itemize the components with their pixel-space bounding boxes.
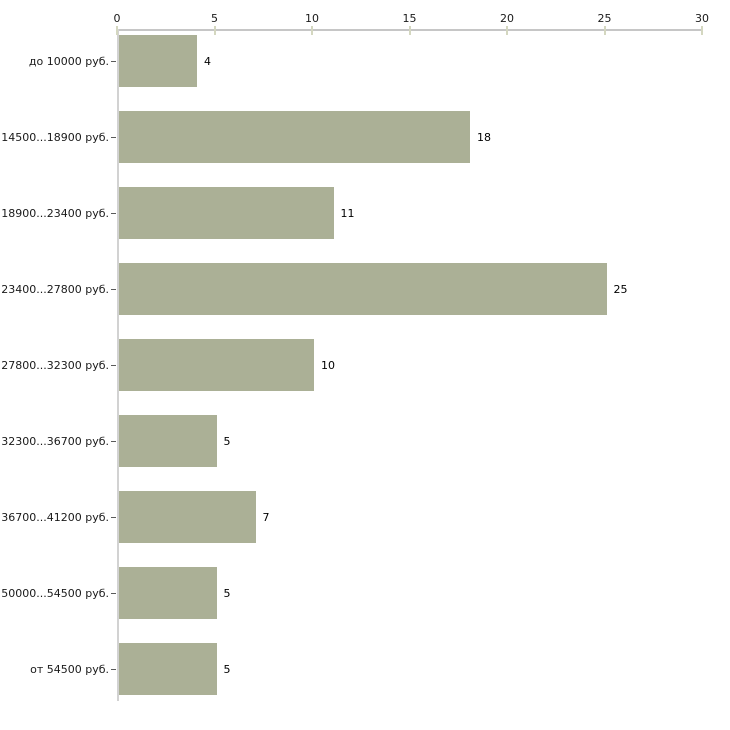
bar bbox=[119, 567, 217, 619]
bar bbox=[119, 339, 314, 391]
category-label: 36700...41200 руб. bbox=[1, 510, 109, 524]
y-tick-mark bbox=[111, 517, 116, 518]
category-label: 23400...27800 руб. bbox=[1, 282, 109, 296]
category-label: 50000...54500 руб. bbox=[1, 586, 109, 600]
y-tick-mark bbox=[111, 213, 116, 214]
category-label: 27800...32300 руб. bbox=[1, 358, 109, 372]
y-tick-mark bbox=[111, 441, 116, 442]
value-label: 5 bbox=[223, 586, 231, 600]
y-axis-line bbox=[117, 29, 119, 701]
value-label: 7 bbox=[262, 510, 270, 524]
x-tick-label: 5 bbox=[211, 12, 218, 25]
value-label: 5 bbox=[223, 434, 231, 448]
y-tick-mark bbox=[111, 289, 116, 290]
value-label: 18 bbox=[477, 130, 491, 144]
value-label: 11 bbox=[340, 206, 355, 220]
category-label: до 10000 руб. bbox=[28, 54, 109, 68]
x-tick-mark bbox=[506, 26, 508, 35]
x-tick-mark bbox=[408, 26, 411, 35]
x-tick-label: 20 bbox=[500, 12, 514, 25]
bar bbox=[119, 491, 256, 543]
x-tick-label: 25 bbox=[597, 12, 612, 25]
x-tick-label: 10 bbox=[305, 12, 319, 25]
category-label: 32300...36700 руб. bbox=[1, 434, 109, 448]
y-tick-mark bbox=[111, 669, 116, 670]
category-label: 18900...23400 руб. bbox=[1, 206, 109, 220]
category-label: от 54500 руб. bbox=[30, 662, 109, 676]
x-tick-mark bbox=[311, 26, 313, 35]
bar bbox=[119, 35, 197, 87]
value-label: 25 bbox=[613, 282, 628, 296]
value-label: 4 bbox=[204, 54, 211, 68]
x-tick-mark bbox=[603, 26, 606, 35]
x-tick-mark bbox=[116, 26, 118, 35]
value-label: 5 bbox=[223, 662, 231, 676]
x-tick-mark bbox=[701, 26, 703, 35]
x-tick-mark bbox=[213, 26, 216, 35]
y-tick-mark bbox=[111, 137, 116, 138]
bar bbox=[119, 643, 217, 695]
x-tick-label: 0 bbox=[113, 12, 121, 25]
category-label: 14500...18900 руб. bbox=[1, 130, 109, 144]
y-tick-mark bbox=[111, 593, 116, 594]
value-label: 10 bbox=[321, 358, 335, 372]
x-tick-label: 30 bbox=[695, 12, 709, 25]
bar bbox=[119, 187, 334, 239]
x-tick-label: 15 bbox=[402, 12, 417, 25]
bar bbox=[119, 263, 607, 315]
y-tick-mark bbox=[111, 61, 116, 62]
bar bbox=[119, 111, 470, 163]
bar bbox=[119, 415, 217, 467]
y-tick-mark bbox=[111, 365, 116, 366]
